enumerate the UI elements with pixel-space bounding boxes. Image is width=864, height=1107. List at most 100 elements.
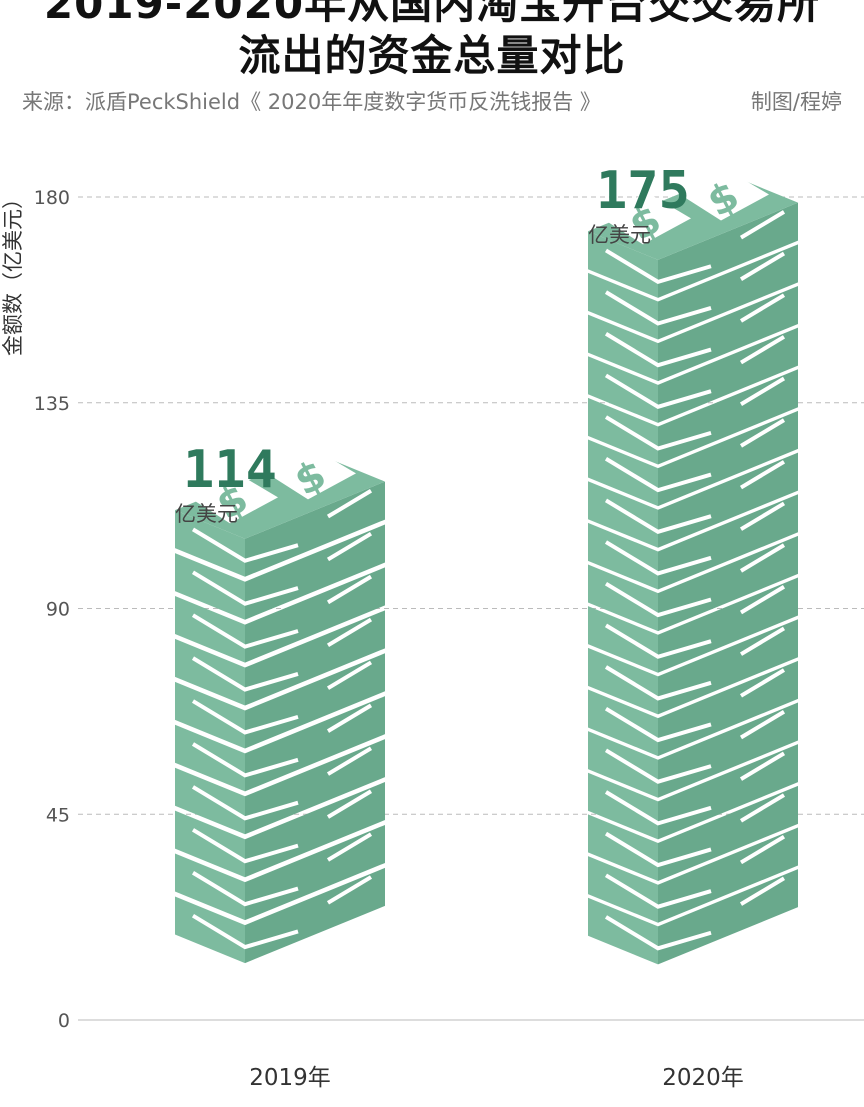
bill-edge [326,703,373,733]
bill-slab [588,439,658,507]
bill-edge [739,668,786,698]
value-unit-label: 亿美元 [588,223,651,247]
bill-edge [191,656,299,692]
credit-note: 制图/程婷 [750,90,842,114]
bill-edge [739,418,786,448]
bill-edge [604,706,712,743]
value-label: 114 [183,440,277,500]
bill-edge [739,543,786,573]
bill-slab [175,638,245,706]
bill-edge [739,751,786,781]
bill-edge [739,876,786,906]
bill-edge [604,540,712,576]
source-note: 来源：派盾PeckShield《 2020年年度数字货币反洗钱报告 》 [22,90,601,114]
bill-slab [588,314,658,382]
bar-2020年: $ $ [588,168,798,965]
bill-edge [739,293,786,323]
bill-slab [588,356,658,423]
x-category-label: 2020年 [662,1065,744,1091]
bill-edge [604,790,712,826]
bill-edge [326,531,373,562]
bill-edge [604,457,712,493]
bill-edge [739,251,786,281]
bill-slab [588,272,658,340]
value-unit-label: 亿美元 [175,502,238,526]
bill-edge [191,785,299,821]
bill-slab [175,510,245,577]
bill-edge [739,501,786,531]
bill-edge [604,373,712,409]
bill-edge [326,660,373,690]
bill-slab [175,724,245,792]
bill-edge [739,210,786,240]
bill-slab [588,856,658,923]
bill-edge [191,913,299,950]
bill-edge [739,626,786,656]
bill-edge [326,489,373,519]
bill-edge [604,873,712,909]
bill-slab [588,481,658,548]
bill-slab [175,896,245,964]
bill-edge [604,332,712,368]
bill-edge [326,789,373,819]
x-category-label: 2019年 [249,1065,331,1091]
bill-slab [588,689,658,757]
y-axis-label: 金额数（亿美元） [1,188,25,356]
bill-edge [191,570,299,606]
bill-edge [326,746,373,776]
banknote [186,471,278,524]
y-tick-label: 135 [34,393,70,415]
bill-edge [604,290,712,326]
bill-edge [191,527,299,563]
bill-edge [604,498,712,534]
bill-edge [604,831,712,868]
chart-title: 流出的资金总量对比 [238,31,626,80]
bill-edge [326,574,373,605]
bill-edge [739,335,786,365]
bar-2019年: $ $ [175,447,385,964]
bill-slab [175,596,245,663]
bill-edge [326,875,373,905]
bill-edge [604,248,712,285]
bill-slab [588,772,658,840]
y-tick-label: 180 [34,187,70,209]
value-label: 175 [596,161,690,221]
chart-title-line-1: 2019-2020年从国内淘宝开台交交易所 [43,0,821,28]
bill-edge [604,665,712,701]
bill-slab [588,397,658,465]
bill-slab [175,767,245,835]
bill-edge [191,871,299,907]
bill-edge [604,623,712,659]
bill-slab [588,897,658,965]
bill-slab [588,606,658,673]
bill-edge [739,376,786,406]
y-tick-label: 0 [58,1010,70,1032]
bill-slab [588,647,658,715]
bill-slab [588,814,658,882]
bill-edge [191,828,299,864]
banknote [599,192,691,245]
bill-slab [175,810,245,878]
bill-slab [588,522,658,590]
bill-slab [588,231,658,298]
y-tick-label: 45 [46,804,70,826]
y-tick-label: 90 [46,599,70,621]
bill-edge [191,742,299,778]
banknote [677,168,769,221]
bill-edge [326,832,373,862]
bill-edge [604,748,712,784]
bill-slab [588,731,658,798]
bill-edge [326,617,373,648]
bill-edge [739,585,786,615]
bill-slab [175,853,245,921]
bill-edge [739,460,786,490]
bill-edge [604,915,712,951]
bill-edge [191,613,299,649]
bill-edge [739,793,786,823]
bill-slab [588,564,658,632]
bill-slab [175,553,245,620]
bill-slab [175,681,245,749]
bill-edge [739,834,786,865]
bill-edge [191,699,299,735]
